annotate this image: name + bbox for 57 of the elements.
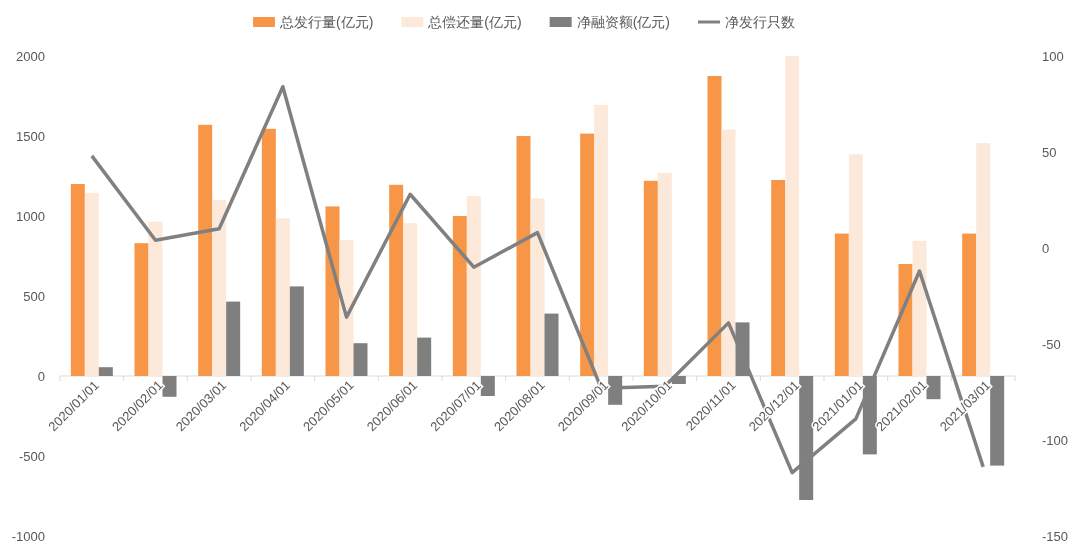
bar [84, 192, 99, 376]
bar [198, 124, 213, 376]
bar [212, 200, 227, 376]
bar [134, 243, 149, 376]
y2-tick-label: -50 [1042, 337, 1061, 352]
bar [771, 180, 786, 376]
y2-tick-label: 50 [1042, 145, 1057, 160]
bar [325, 206, 340, 376]
y2-tick-label: -100 [1042, 433, 1069, 448]
bar [707, 76, 722, 376]
bar [580, 133, 595, 376]
bar [848, 154, 863, 376]
bar [353, 343, 368, 376]
bar [962, 233, 977, 376]
bar [70, 184, 85, 376]
bar [417, 337, 432, 376]
y-tick-label: 1000 [16, 209, 45, 224]
legend-label: 总发行量(亿元) [279, 14, 374, 30]
bar [926, 376, 941, 400]
bar [898, 264, 913, 376]
y-tick-label: 2000 [16, 49, 45, 64]
bar [339, 240, 354, 376]
y-tick-label: -1000 [11, 529, 45, 544]
bar [162, 376, 177, 397]
bar [990, 376, 1005, 466]
bar [452, 216, 467, 376]
y-tick-label: 1500 [16, 129, 45, 144]
y-tick-label: 500 [23, 289, 45, 304]
bar [466, 196, 481, 376]
bar [480, 376, 495, 396]
y2-tick-label: 0 [1042, 241, 1050, 256]
bar [226, 301, 241, 376]
y2-tick-label: 100 [1042, 49, 1064, 64]
bar [976, 143, 991, 376]
bar [389, 184, 404, 376]
bar [594, 104, 609, 376]
legend-label: 净融资额(亿元) [576, 14, 670, 30]
bar [261, 128, 276, 376]
y-tick-label: -500 [18, 449, 45, 464]
bar [275, 218, 290, 376]
bar [643, 180, 658, 376]
bar [912, 240, 927, 376]
bar [544, 313, 559, 376]
bar [785, 56, 800, 376]
bar [530, 198, 545, 376]
bar [834, 233, 849, 376]
bar [403, 223, 418, 376]
bar [657, 172, 672, 376]
bar [98, 367, 113, 376]
legend-label: 总偿还量(亿元) [427, 14, 522, 30]
bar [289, 286, 304, 376]
bar [516, 136, 531, 376]
bar [721, 129, 736, 376]
legend-label: 净发行只数 [724, 14, 795, 30]
bar [148, 221, 163, 376]
y2-tick-label: -150 [1042, 529, 1069, 544]
y-tick-label: 0 [37, 369, 45, 384]
